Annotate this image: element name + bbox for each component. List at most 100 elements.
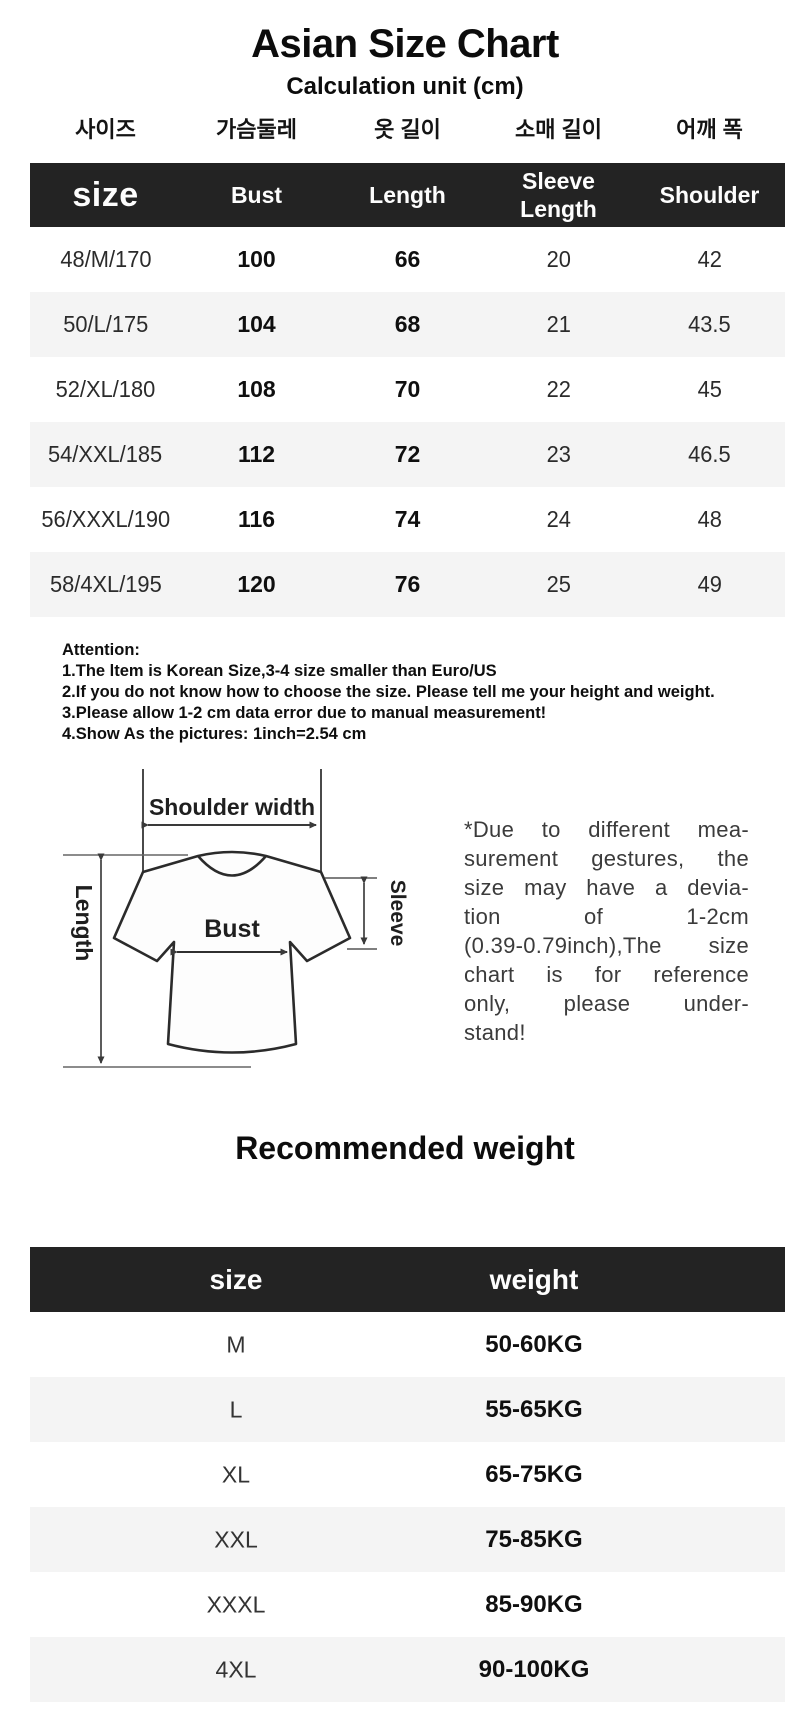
cell-shoulder: 49 [634,571,785,598]
cell-bust: 112 [237,441,276,467]
cell-bust: 120 [237,571,276,597]
attention-line: 1.The ltem is Korean Size,3-4 size small… [62,662,497,680]
cell-size-text: 54/XXL/185 [48,441,163,467]
weight-cell-weight: 90-100KG [478,1655,590,1683]
cell-size-text: 52/XL/180 [55,376,156,402]
note-line: (0.39-0.79inch),The size [464,933,749,958]
weight-table-row: XXXL 85-90KG [30,1572,785,1637]
attention-line: 2.If you do not know how to choose the s… [62,683,715,701]
weight-table-row: XL 65-75KG [30,1442,785,1507]
cell-size: 52/XL/180 [30,376,181,403]
cell-bust: 104 [237,311,276,337]
cell-sleeve-text: 22 [546,376,571,402]
weight-cell-size: 4XL [215,1656,257,1682]
cell-sleeve-text: 20 [546,246,571,272]
bust-label: Bust [204,915,260,943]
cell-length: 66 [394,246,421,272]
weight-table-row: XXL 75-85KG [30,1507,785,1572]
cell-length: 68 [394,311,421,337]
korean-label-bust: 가슴둘레 [216,117,297,142]
weight-table-row: 4XL 90-100KG [30,1637,785,1702]
cell-size-text: 58/4XL/195 [49,571,162,597]
cell-shoulder: 48 [634,506,785,533]
header-cell-length: Length [369,181,446,208]
cell-sleeve: 21 [483,311,634,338]
note-line: stand! [464,1020,526,1045]
cell-bust: 116 [237,506,276,532]
attention-block: Attention: 1.The ltem is Korean Size,3-4… [62,640,715,745]
attention-line: 4.Show As the pictures: 1inch=2.54 cm [62,725,367,743]
weight-cell-weight: 55-65KG [485,1395,583,1423]
cell-size-text: 56/XXXL/190 [41,506,170,532]
header-cell-size: size [72,175,139,214]
cell-shoulder-text: 42 [697,246,722,272]
size-table-row: 54/XXL/185 112 72 23 46.5 [30,422,785,487]
cell-shoulder: 43.5 [634,311,785,338]
cell-sleeve-text: 23 [546,441,571,467]
weight-cell-size: XXL [214,1526,258,1552]
cell-sleeve: 23 [483,441,634,468]
weight-cell-weight: 50-60KG [485,1330,583,1358]
weight-table-row: L 55-65KG [30,1377,785,1442]
cell-size-text: 50/L/175 [62,311,149,337]
cell-sleeve: 24 [483,506,634,533]
korean-label-size: 사이즈 [75,117,136,142]
weight-table-row: M 50-60KG [30,1312,785,1377]
cell-size: 50/L/175 [30,311,181,338]
note-line: chart is for reference [464,962,749,987]
cell-length: 74 [394,506,421,532]
cell-sleeve: 20 [483,246,634,273]
note-line: *Due to different mea- [464,817,749,842]
weight-cell-size: XL [221,1461,251,1487]
cell-size: 48/M/170 [30,246,181,273]
attention-heading: Attention: [62,641,140,659]
note-line: surement gestures, the [464,846,749,871]
header-cell-bust: Bust [230,181,283,208]
cell-size: 56/XXXL/190 [30,506,181,533]
cell-length: 70 [394,376,421,402]
korean-header-row: 사이즈 가슴둘레 옷 길이 소매 길이 어깨 폭 [30,112,785,144]
note-line: size may have a devia- [464,875,749,900]
attention-line: 3.Please allow 1-2 cm data error due to … [62,704,547,722]
weight-cell-weight: 75-85KG [485,1525,583,1553]
weight-cell-size: XXXL [206,1591,266,1617]
weight-cell-size: L [229,1396,243,1422]
cell-bust: 108 [237,376,276,402]
cell-size: 58/4XL/195 [30,571,181,598]
header-cell-sleeve-length: Sleeve Length [483,167,634,223]
page-title: Asian Size Chart [251,22,559,66]
measurement-note: *Due to different mea- surement gestures… [464,815,749,1047]
cell-shoulder-text: 48 [697,506,722,532]
weight-header-weight: weight [489,1263,579,1295]
weight-cell-size: M [226,1331,246,1357]
cell-shoulder-text: 43.5 [688,311,731,337]
cell-bust: 100 [237,246,276,272]
cell-shoulder: 46.5 [634,441,785,468]
cell-shoulder: 42 [634,246,785,273]
weight-cell-weight: 65-75KG [485,1460,583,1488]
korean-label-shoulder: 어깨 폭 [676,117,743,142]
cell-length: 76 [394,571,421,597]
size-table-row: 48/M/170 100 66 20 42 [30,227,785,292]
korean-label-sleeve-length: 소매 길이 [514,117,603,142]
cell-length: 72 [394,441,421,467]
cell-sleeve-text: 21 [546,311,571,337]
weight-cell-weight: 85-90KG [485,1590,583,1618]
cell-sleeve-text: 25 [546,571,571,597]
cell-sleeve: 25 [483,571,634,598]
cell-shoulder-text: 46.5 [688,441,731,467]
size-table-row: 58/4XL/195 120 76 25 49 [30,552,785,617]
korean-label-length: 옷 길이 [374,117,441,142]
tshirt-collar [197,855,267,877]
shoulder-width-label: Shoulder width [149,794,315,820]
cell-size-text: 48/M/170 [59,246,152,272]
note-line: only, please under- [464,991,749,1016]
note-line: tion of 1-2cm [464,904,749,929]
header-cell-sleeve-length-text: Sleeve Length [520,167,597,222]
sleeve-label: Sleeve [386,880,409,947]
recommended-weight-heading: Recommended weight [235,1130,575,1166]
cell-shoulder: 45 [634,376,785,403]
tshirt-diagram: Shoulder width Length Bust Sleeve [63,769,409,1068]
weight-table-header: size weight [30,1247,785,1312]
size-table-row: 52/XL/180 108 70 22 45 [30,357,785,422]
